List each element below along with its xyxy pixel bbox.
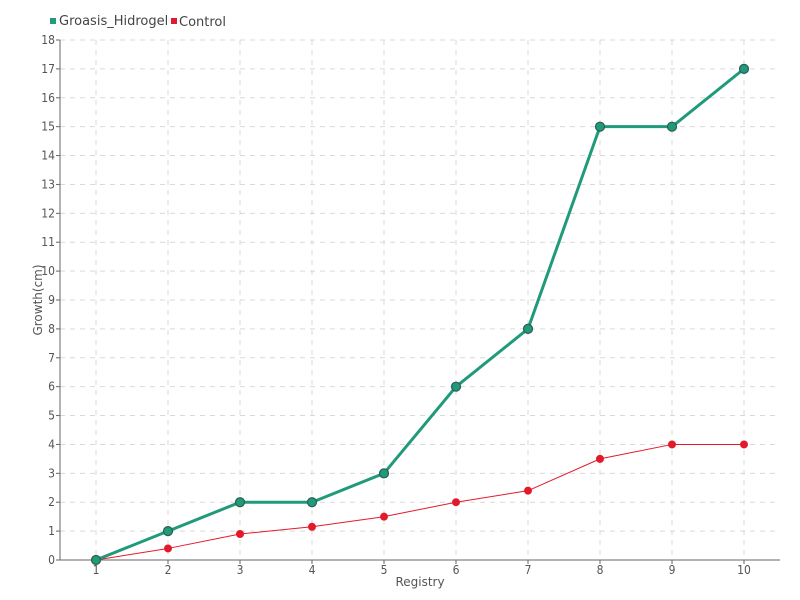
data-point[interactable] — [306, 497, 318, 508]
y-axis-title: Growth(cm) — [31, 264, 45, 335]
y-tick-label: 7 — [48, 351, 55, 365]
y-tick-label: 9 — [48, 293, 55, 307]
series-groasis-hidrogel — [90, 63, 750, 566]
data-point[interactable] — [236, 530, 244, 538]
legend-label-control: Control — [179, 15, 226, 30]
y-tick-label: 1 — [48, 524, 55, 538]
y-tick-label: 0 — [48, 553, 55, 567]
data-point[interactable] — [450, 381, 462, 392]
y-tick-label: 18 — [41, 33, 55, 47]
legend-label-groasis-hidrogel: Groasis_Hidrogel — [59, 14, 168, 29]
x-tick-label: 1 — [93, 563, 100, 577]
data-point[interactable] — [164, 544, 172, 553]
x-tick-label: 6 — [453, 563, 460, 577]
y-tick-label: 3 — [48, 466, 55, 480]
y-tick-label: 17 — [41, 62, 55, 76]
data-point[interactable] — [668, 440, 676, 449]
legend: Groasis_Hidrogel Control — [50, 14, 226, 30]
x-axis-title: Registry — [395, 575, 444, 589]
y-tick-label: 14 — [41, 149, 55, 163]
series-line — [95, 443, 744, 561]
y-tick-label: 5 — [48, 409, 55, 423]
data-point[interactable] — [162, 526, 174, 537]
legend-marker-control — [171, 18, 177, 24]
y-tick-label: 4 — [48, 437, 55, 451]
legend-marker-groasis-hidrogel — [50, 18, 56, 24]
x-tick-label: 5 — [381, 563, 388, 577]
series-layer — [90, 63, 750, 566]
data-point[interactable] — [308, 522, 316, 531]
y-tick-label: 13 — [41, 177, 55, 191]
x-tick-label: 3 — [237, 563, 244, 577]
grid — [60, 39, 780, 560]
x-tick-label: 7 — [525, 563, 532, 577]
y-tick-label: 15 — [41, 120, 55, 134]
y-tick-label: 12 — [41, 206, 55, 220]
data-point[interactable] — [740, 440, 748, 449]
data-point[interactable] — [234, 497, 246, 508]
x-tick-label: 2 — [165, 563, 172, 577]
y-tick-label: 16 — [41, 91, 55, 105]
x-tick-label: 9 — [669, 563, 676, 577]
y-tick-label: 2 — [48, 495, 55, 509]
data-point[interactable] — [596, 454, 604, 463]
data-point[interactable] — [378, 468, 390, 479]
data-point[interactable] — [452, 498, 460, 507]
data-point[interactable] — [90, 554, 102, 566]
data-point[interactable] — [594, 121, 606, 132]
x-tick-label: 8 — [597, 563, 604, 577]
x-tick-label: 4 — [309, 563, 316, 577]
x-tick-label: 10 — [737, 563, 751, 577]
y-tick-label: 6 — [48, 380, 55, 394]
data-point[interactable] — [380, 512, 388, 521]
y-tick-label: 8 — [48, 322, 55, 336]
y-tick-label: 11 — [41, 235, 55, 249]
data-point[interactable] — [522, 323, 534, 334]
series-line — [95, 67, 745, 562]
data-point[interactable] — [524, 486, 532, 495]
y-tick-label: 10 — [41, 264, 55, 278]
data-point[interactable] — [666, 121, 678, 132]
data-point[interactable] — [738, 63, 750, 74]
